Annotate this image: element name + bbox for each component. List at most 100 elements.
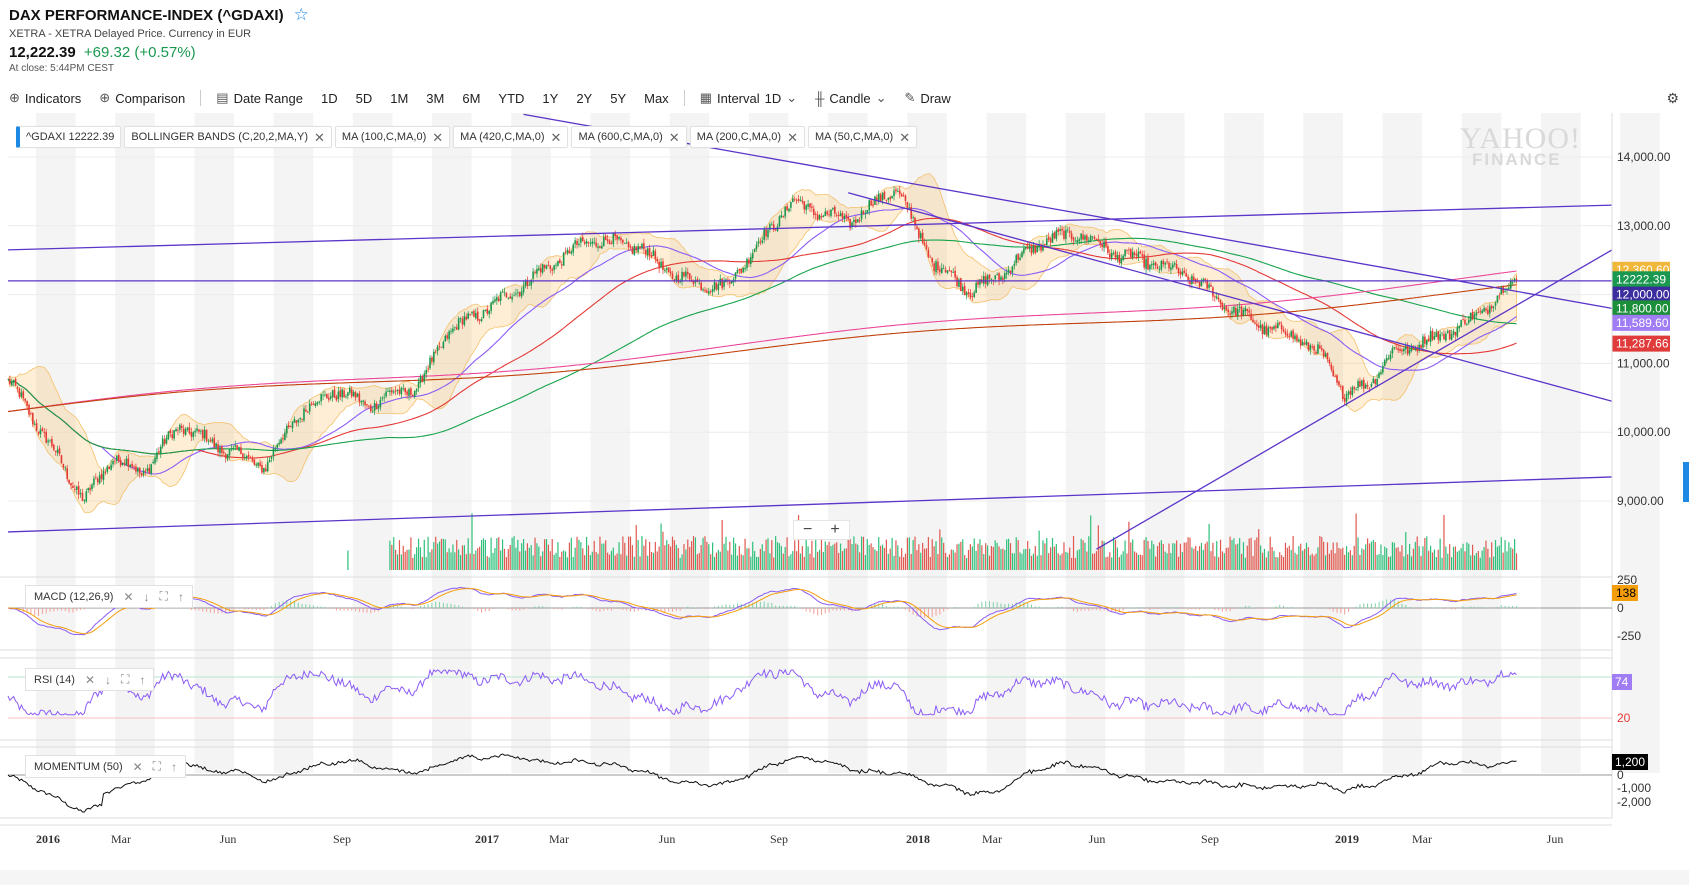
volume-bar <box>1218 557 1220 570</box>
range-3m[interactable]: 3M <box>426 90 445 106</box>
volume-bar <box>937 554 939 570</box>
volume-bar <box>1361 548 1363 570</box>
star-icon[interactable]: ☆ <box>293 5 309 24</box>
candle-body <box>753 248 756 252</box>
arrow-up-icon[interactable]: ↑ <box>139 672 146 687</box>
candle-body <box>729 281 731 284</box>
zoom-out-button[interactable]: − <box>803 521 813 538</box>
volume-bar <box>830 546 832 570</box>
range-1m[interactable]: 1M <box>390 90 409 106</box>
close-icon[interactable]: ✕ <box>550 129 562 145</box>
close-icon[interactable]: ✕ <box>314 129 325 145</box>
draw-button[interactable]: ✎ Draw <box>895 90 959 106</box>
volume-bar <box>694 537 697 570</box>
candle-body <box>704 290 706 291</box>
volume-bar <box>851 544 853 570</box>
volume-bar <box>985 543 987 570</box>
indicator-chip[interactable]: MA (420,C,MA,0) ✕ <box>453 126 569 148</box>
close-icon[interactable]: ✕ <box>432 129 444 145</box>
range-max[interactable]: Max <box>644 90 669 106</box>
close-icon[interactable]: ✕ <box>899 129 911 145</box>
indicator-chip[interactable]: MA (200,C,MA,0) ✕ <box>689 126 805 148</box>
volume-bar <box>1084 542 1086 570</box>
settings-gear-icon[interactable]: ⚙ <box>1666 90 1679 106</box>
macd-hist-bar <box>488 608 490 611</box>
macd-hist-bar <box>714 606 716 608</box>
close-icon[interactable]: ✕ <box>123 589 134 604</box>
volume-bar <box>1166 553 1168 570</box>
candle-body <box>106 466 109 472</box>
y-tick-label: 11,000.00 <box>1617 356 1670 370</box>
expand-icon[interactable]: ⛶ <box>121 672 130 686</box>
indicators-button[interactable]: ⊕ Indicators <box>0 90 90 106</box>
volume-bar <box>1219 539 1222 570</box>
volume-bar <box>700 545 702 570</box>
arrow-up-icon[interactable]: ↑ <box>177 589 184 604</box>
price-chart[interactable]: 9,000.0010,000.0011,000.0012,000.0013,00… <box>0 113 1689 870</box>
indicator-chip[interactable]: BOLLINGER BANDS (C,20,2,MA,Y) ✕ <box>124 126 332 148</box>
candle-body <box>1397 348 1399 351</box>
range-1y[interactable]: 1Y <box>542 90 559 106</box>
candle-body <box>1196 281 1199 283</box>
volume-bar <box>1221 551 1224 570</box>
candle-body <box>919 233 922 239</box>
volume-bar <box>1481 550 1483 570</box>
range-ytd[interactable]: YTD <box>498 90 525 106</box>
indicator-chip[interactable]: MA (50,C,MA,0) ✕ <box>807 126 918 148</box>
volume-bar <box>1387 556 1390 570</box>
candle-body <box>297 419 300 423</box>
macd-hist-bar <box>477 608 479 611</box>
indicator-chip[interactable]: MA (600,C,MA,0) ✕ <box>571 126 687 148</box>
candle-body <box>1284 331 1287 335</box>
chart-type-button[interactable]: ╫ Candle ⌄ <box>806 90 895 106</box>
expand-icon[interactable]: ⛶ <box>152 759 162 773</box>
range-1d[interactable]: 1D <box>320 90 338 106</box>
arrow-up-icon[interactable]: ↑ <box>171 759 178 774</box>
candle-body <box>1044 243 1046 246</box>
candle-body <box>677 274 680 283</box>
macd-hist-bar <box>622 608 624 610</box>
range-6m[interactable]: 6M <box>462 90 481 106</box>
range-2y[interactable]: 2Y <box>576 90 593 106</box>
close-icon[interactable]: ✕ <box>84 672 96 687</box>
close-icon[interactable]: ✕ <box>132 759 143 774</box>
candle-body <box>1135 254 1138 256</box>
volume-bar <box>1153 544 1155 570</box>
volume-bar <box>1065 551 1067 570</box>
volume-bar <box>1458 550 1460 570</box>
close-time: At close: 5:44PM CEST <box>9 63 115 74</box>
close-icon[interactable]: ✕ <box>787 129 798 145</box>
date-range-button[interactable]: ▤ Date Range <box>207 90 312 106</box>
close-icon[interactable]: ✕ <box>668 129 680 145</box>
arrow-down-icon[interactable]: ↓ <box>105 672 112 687</box>
candle-body <box>117 455 120 462</box>
volume-bar <box>857 544 859 570</box>
candle-body <box>188 427 191 434</box>
side-panel-tab[interactable] <box>1683 462 1689 502</box>
macd-hist-bar <box>870 604 872 608</box>
comparison-button[interactable]: ⊕ Comparison <box>90 90 194 106</box>
candle-body <box>765 229 767 237</box>
candle-body <box>1435 332 1438 337</box>
candle-body <box>778 216 781 227</box>
draw-label: Draw <box>920 90 951 106</box>
candle-body <box>360 400 363 402</box>
volume-bar <box>979 539 981 570</box>
candle-body <box>1131 251 1134 258</box>
volume-bar <box>1309 555 1311 570</box>
volume-bar <box>1025 548 1027 570</box>
interval-button[interactable]: ▦ Interval 1D ⌄ <box>691 90 806 106</box>
candle-body <box>1030 247 1033 254</box>
range-5y[interactable]: 5Y <box>610 90 627 106</box>
indicator-chip[interactable]: MA (100,C,MA,0) ✕ <box>334 126 451 148</box>
indicator-chip[interactable]: ^GDAXI 12222.39 <box>16 126 122 148</box>
range-5d[interactable]: 5D <box>355 90 373 106</box>
volume-bar <box>780 545 782 570</box>
candle-body <box>1466 323 1468 325</box>
macd-hist-bar <box>847 608 849 611</box>
zoom-in-button[interactable]: + <box>830 521 840 538</box>
arrow-down-icon[interactable]: ↓ <box>143 589 150 604</box>
expand-icon[interactable]: ⛶ <box>159 589 168 603</box>
candle-body <box>1271 327 1273 330</box>
macd-hist-bar <box>862 607 864 608</box>
